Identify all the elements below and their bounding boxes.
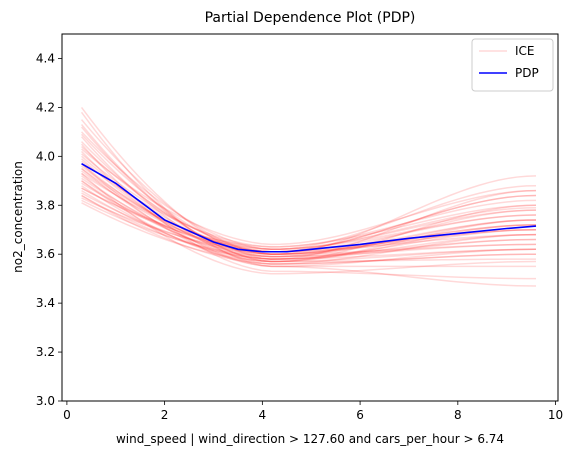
ice-line-19 — [81, 177, 537, 255]
ice-line-13 — [81, 163, 537, 258]
x-tick-label: 0 — [63, 408, 71, 422]
x-axis-label: wind_speed | wind_direction > 127.60 and… — [116, 432, 504, 446]
ice-line-20 — [81, 180, 537, 258]
ice-line-37 — [81, 153, 537, 251]
legend-pdp-label: PDP — [515, 66, 539, 80]
ice-line-28 — [81, 199, 537, 258]
x-tick-label: 2 — [161, 408, 169, 422]
y-tick-label: 4.2 — [36, 100, 55, 114]
ice-line-30 — [80, 143, 537, 280]
y-tick-label: 3.0 — [36, 394, 55, 408]
y-axis-ticks: 3.0 3.2 3.4 3.6 3.8 4.0 4.2 4.4 — [36, 51, 62, 408]
y-tick-label: 4.4 — [36, 51, 55, 65]
ice-line-15 — [81, 167, 537, 263]
y-tick-label: 3.6 — [36, 247, 55, 261]
pdp-line-group — [81, 162, 537, 253]
x-tick-label: 6 — [356, 408, 364, 422]
ice-line-12 — [81, 160, 537, 248]
plot-frame — [61, 33, 559, 402]
ice-line-27 — [81, 197, 537, 253]
legend: ICE PDP — [471, 38, 554, 92]
ice-line-23 — [81, 187, 537, 251]
ice-line-5 — [81, 131, 537, 251]
chart-title: Partial Dependence Plot (PDP) — [205, 10, 416, 26]
ice-line-33 — [81, 163, 537, 268]
y-tick-label: 3.2 — [36, 345, 55, 359]
ice-line-21 — [81, 182, 537, 253]
ice-line-24 — [81, 189, 537, 260]
x-tick-label: 8 — [454, 408, 462, 422]
ice-line-4 — [80, 126, 537, 263]
ice-line-36 — [81, 180, 537, 265]
ice-line-6 — [80, 136, 537, 265]
ice-line-40 — [80, 124, 537, 263]
x-axis-ticks: 0 2 4 6 8 10 — [63, 401, 563, 422]
y-axis-label: no2_concentration — [11, 161, 25, 273]
legend-ice-label: ICE — [515, 44, 535, 58]
ice-line-32 — [81, 148, 537, 246]
ice-line-9 — [81, 150, 537, 268]
ice-line-26 — [81, 194, 537, 265]
ice-line-18 — [81, 175, 537, 260]
y-tick-label: 3.4 — [36, 296, 55, 310]
ice-line-17 — [81, 172, 537, 251]
y-tick-label: 3.8 — [36, 198, 55, 212]
ice-line-2 — [80, 111, 537, 287]
x-tick-label: 4 — [259, 408, 267, 422]
ice-line-34 — [81, 187, 537, 248]
pdp-line — [81, 162, 537, 253]
ice-line-35 — [81, 133, 537, 255]
ice-lines-group — [80, 106, 537, 287]
ice-line-16 — [81, 170, 537, 255]
ice-line-29 — [81, 202, 537, 263]
legend-box — [471, 38, 554, 92]
ice-line-22 — [81, 185, 537, 263]
ice-line-38 — [81, 194, 537, 260]
ice-line-7 — [81, 141, 537, 258]
y-tick-label: 4.0 — [36, 149, 55, 163]
ice-line-10 — [81, 155, 537, 255]
x-tick-label: 10 — [548, 408, 563, 422]
ice-line-11 — [81, 158, 537, 260]
ice-line-31 — [81, 172, 537, 275]
ice-line-1 — [80, 106, 537, 260]
ice-line-25 — [81, 192, 537, 255]
